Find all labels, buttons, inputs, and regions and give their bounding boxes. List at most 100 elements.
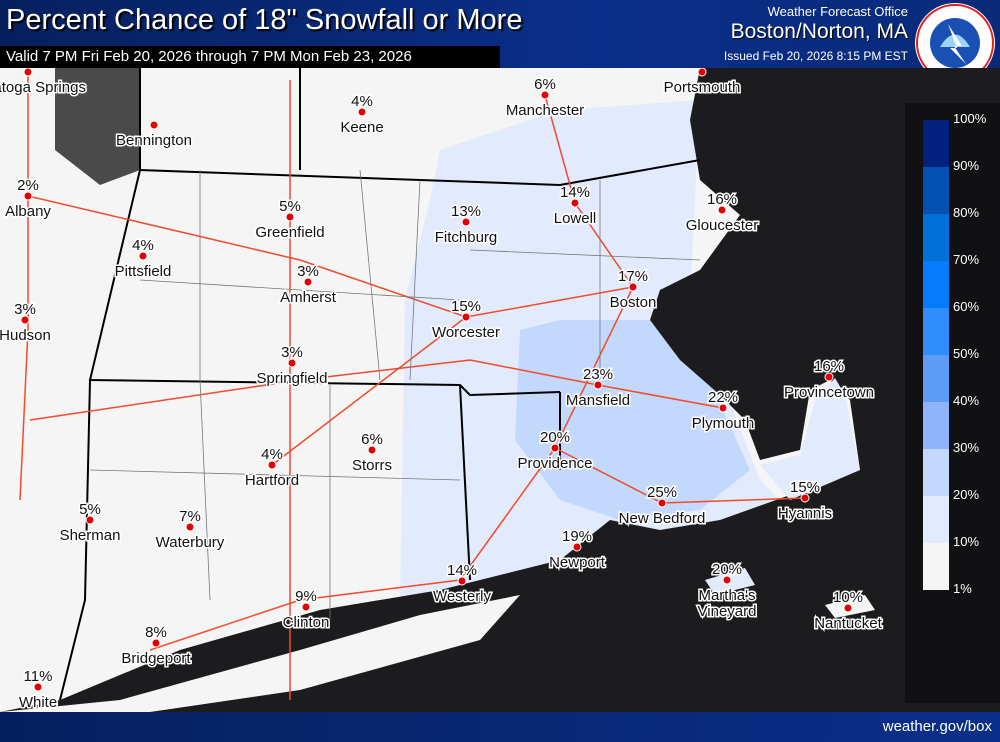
county-borders bbox=[89, 169, 701, 620]
city-marker bbox=[461, 217, 471, 227]
valid-period: Valid 7 PM Fri Feb 20, 2026 through 7 PM… bbox=[0, 46, 500, 68]
city-clinton: 9% Clinton bbox=[281, 587, 331, 633]
city-probability: 17% bbox=[618, 268, 648, 285]
city-name: Gloucester bbox=[686, 217, 759, 234]
city-probability: 10% bbox=[833, 589, 863, 606]
city-name: Nantucket bbox=[814, 615, 882, 632]
city-marker bbox=[722, 575, 732, 585]
city-marker bbox=[23, 68, 33, 77]
city-name: Provincetown bbox=[784, 384, 874, 401]
city-boston: 17% Boston bbox=[608, 267, 658, 313]
city-probability: 6% bbox=[534, 76, 556, 93]
prob-area-1-10 bbox=[55, 68, 140, 185]
city-name: Fitchburg bbox=[435, 229, 498, 246]
city-name: Portsmouth bbox=[664, 79, 741, 96]
legend-label: 80% bbox=[953, 205, 980, 220]
city-probability: 5% bbox=[279, 198, 301, 215]
city-gloucester: 16% Gloucester bbox=[684, 190, 760, 236]
city-marker bbox=[267, 460, 277, 470]
city-mansfield: 23% Mansfield bbox=[564, 365, 631, 411]
city-marker bbox=[85, 515, 95, 525]
state-borders bbox=[59, 68, 701, 701]
city-providence: 20% Providence bbox=[516, 428, 594, 474]
city-name: Newport bbox=[549, 554, 606, 571]
city-marker bbox=[461, 312, 471, 322]
legend-swatch bbox=[923, 167, 949, 214]
city-probability: 15% bbox=[790, 479, 820, 496]
city-new-bedford: 25% New Bedford bbox=[617, 483, 707, 529]
city-marker bbox=[718, 403, 728, 413]
city-name: Albany bbox=[5, 203, 51, 220]
city-hudson: 3% Hudson bbox=[0, 300, 52, 346]
city-marker bbox=[20, 315, 30, 325]
city-name: Vineyard bbox=[698, 603, 757, 620]
office-name: Boston/Norton, MA bbox=[730, 20, 908, 43]
legend-swatch bbox=[923, 543, 949, 590]
city-nantucket: 10% Nantucket bbox=[813, 588, 884, 634]
city-probability: 9% bbox=[295, 588, 317, 605]
nws-logo bbox=[915, 3, 995, 83]
city-name: Lowell bbox=[554, 210, 597, 227]
city-hartford: 4% Hartford bbox=[243, 445, 300, 491]
legend-swatch bbox=[923, 355, 949, 402]
legend-label: 90% bbox=[953, 158, 980, 173]
city-marker bbox=[628, 282, 638, 292]
city-marker bbox=[23, 191, 33, 201]
cape-cod bbox=[760, 378, 860, 500]
city-keene: 4% Keene bbox=[339, 92, 385, 138]
city-waterbury: 7% Waterbury bbox=[154, 507, 226, 553]
city-bennington: Bennington bbox=[115, 120, 193, 151]
city-name: Plymouth bbox=[692, 415, 755, 432]
city-manchester: 6% Manchester bbox=[504, 75, 585, 121]
map-title: Percent Chance of 18" Snowfall or More bbox=[6, 4, 523, 36]
city-fitchburg: 13% Fitchburg bbox=[433, 202, 499, 248]
wfo-label: Weather Forecast Office bbox=[767, 4, 908, 19]
legend-label: 60% bbox=[953, 299, 980, 314]
city-probability: 3% bbox=[14, 301, 36, 318]
city-name: Worcester bbox=[432, 324, 500, 341]
city-marker bbox=[357, 107, 367, 117]
city-springfield: 3% Springfield bbox=[255, 343, 329, 389]
ocean bbox=[0, 68, 1000, 712]
legend-label: 40% bbox=[953, 393, 980, 408]
legend-swatch bbox=[923, 308, 949, 355]
city-name: New Bedford bbox=[619, 510, 706, 527]
city-name: Saratoga Springs bbox=[0, 79, 86, 96]
city-saratoga-springs: Saratoga Springs bbox=[0, 68, 87, 98]
legend-label: 1% bbox=[953, 581, 972, 596]
city-name: Manchester bbox=[506, 102, 584, 119]
city-marker bbox=[843, 603, 853, 613]
city-portsmouth: Portsmouth bbox=[662, 68, 742, 98]
city-probability: 25% bbox=[647, 484, 677, 501]
city-marker bbox=[303, 277, 313, 287]
city-probability: 5% bbox=[79, 501, 101, 518]
city-plymouth: 22% Plymouth bbox=[690, 388, 756, 434]
legend-label: 100% bbox=[953, 111, 987, 126]
city-name: Bridgeport bbox=[121, 650, 191, 667]
city-probability: 11% bbox=[24, 668, 53, 685]
city-name: Boston bbox=[610, 294, 657, 311]
city-probability: 20% bbox=[540, 429, 570, 446]
city-probability: 8% bbox=[145, 624, 167, 641]
city-name: Sherman bbox=[60, 527, 121, 544]
city-hyannis: 15% Hyannis bbox=[776, 478, 833, 524]
city-name: Pittsfield bbox=[115, 263, 172, 280]
city-marker bbox=[151, 638, 161, 648]
city-probability: 3% bbox=[297, 263, 319, 280]
legend-swatch bbox=[923, 449, 949, 496]
legend-label: 50% bbox=[953, 346, 980, 361]
city-probability: 2% bbox=[17, 177, 39, 194]
city-greenfield: 5% Greenfield bbox=[254, 197, 326, 243]
legend-label: 20% bbox=[953, 487, 980, 502]
city-name: Mansfield bbox=[566, 392, 630, 409]
city-probability: 22% bbox=[708, 389, 738, 406]
office-url[interactable]: weather.gov/box bbox=[882, 718, 992, 735]
city-marker bbox=[138, 251, 148, 261]
city-marker bbox=[285, 212, 295, 222]
city-probability: 16% bbox=[707, 191, 737, 208]
city-name: White bbox=[19, 694, 57, 711]
footer-banner: weather.gov/box bbox=[0, 712, 1000, 742]
city-probability: 4% bbox=[132, 237, 154, 254]
city-albany: 2% Albany bbox=[4, 176, 53, 222]
